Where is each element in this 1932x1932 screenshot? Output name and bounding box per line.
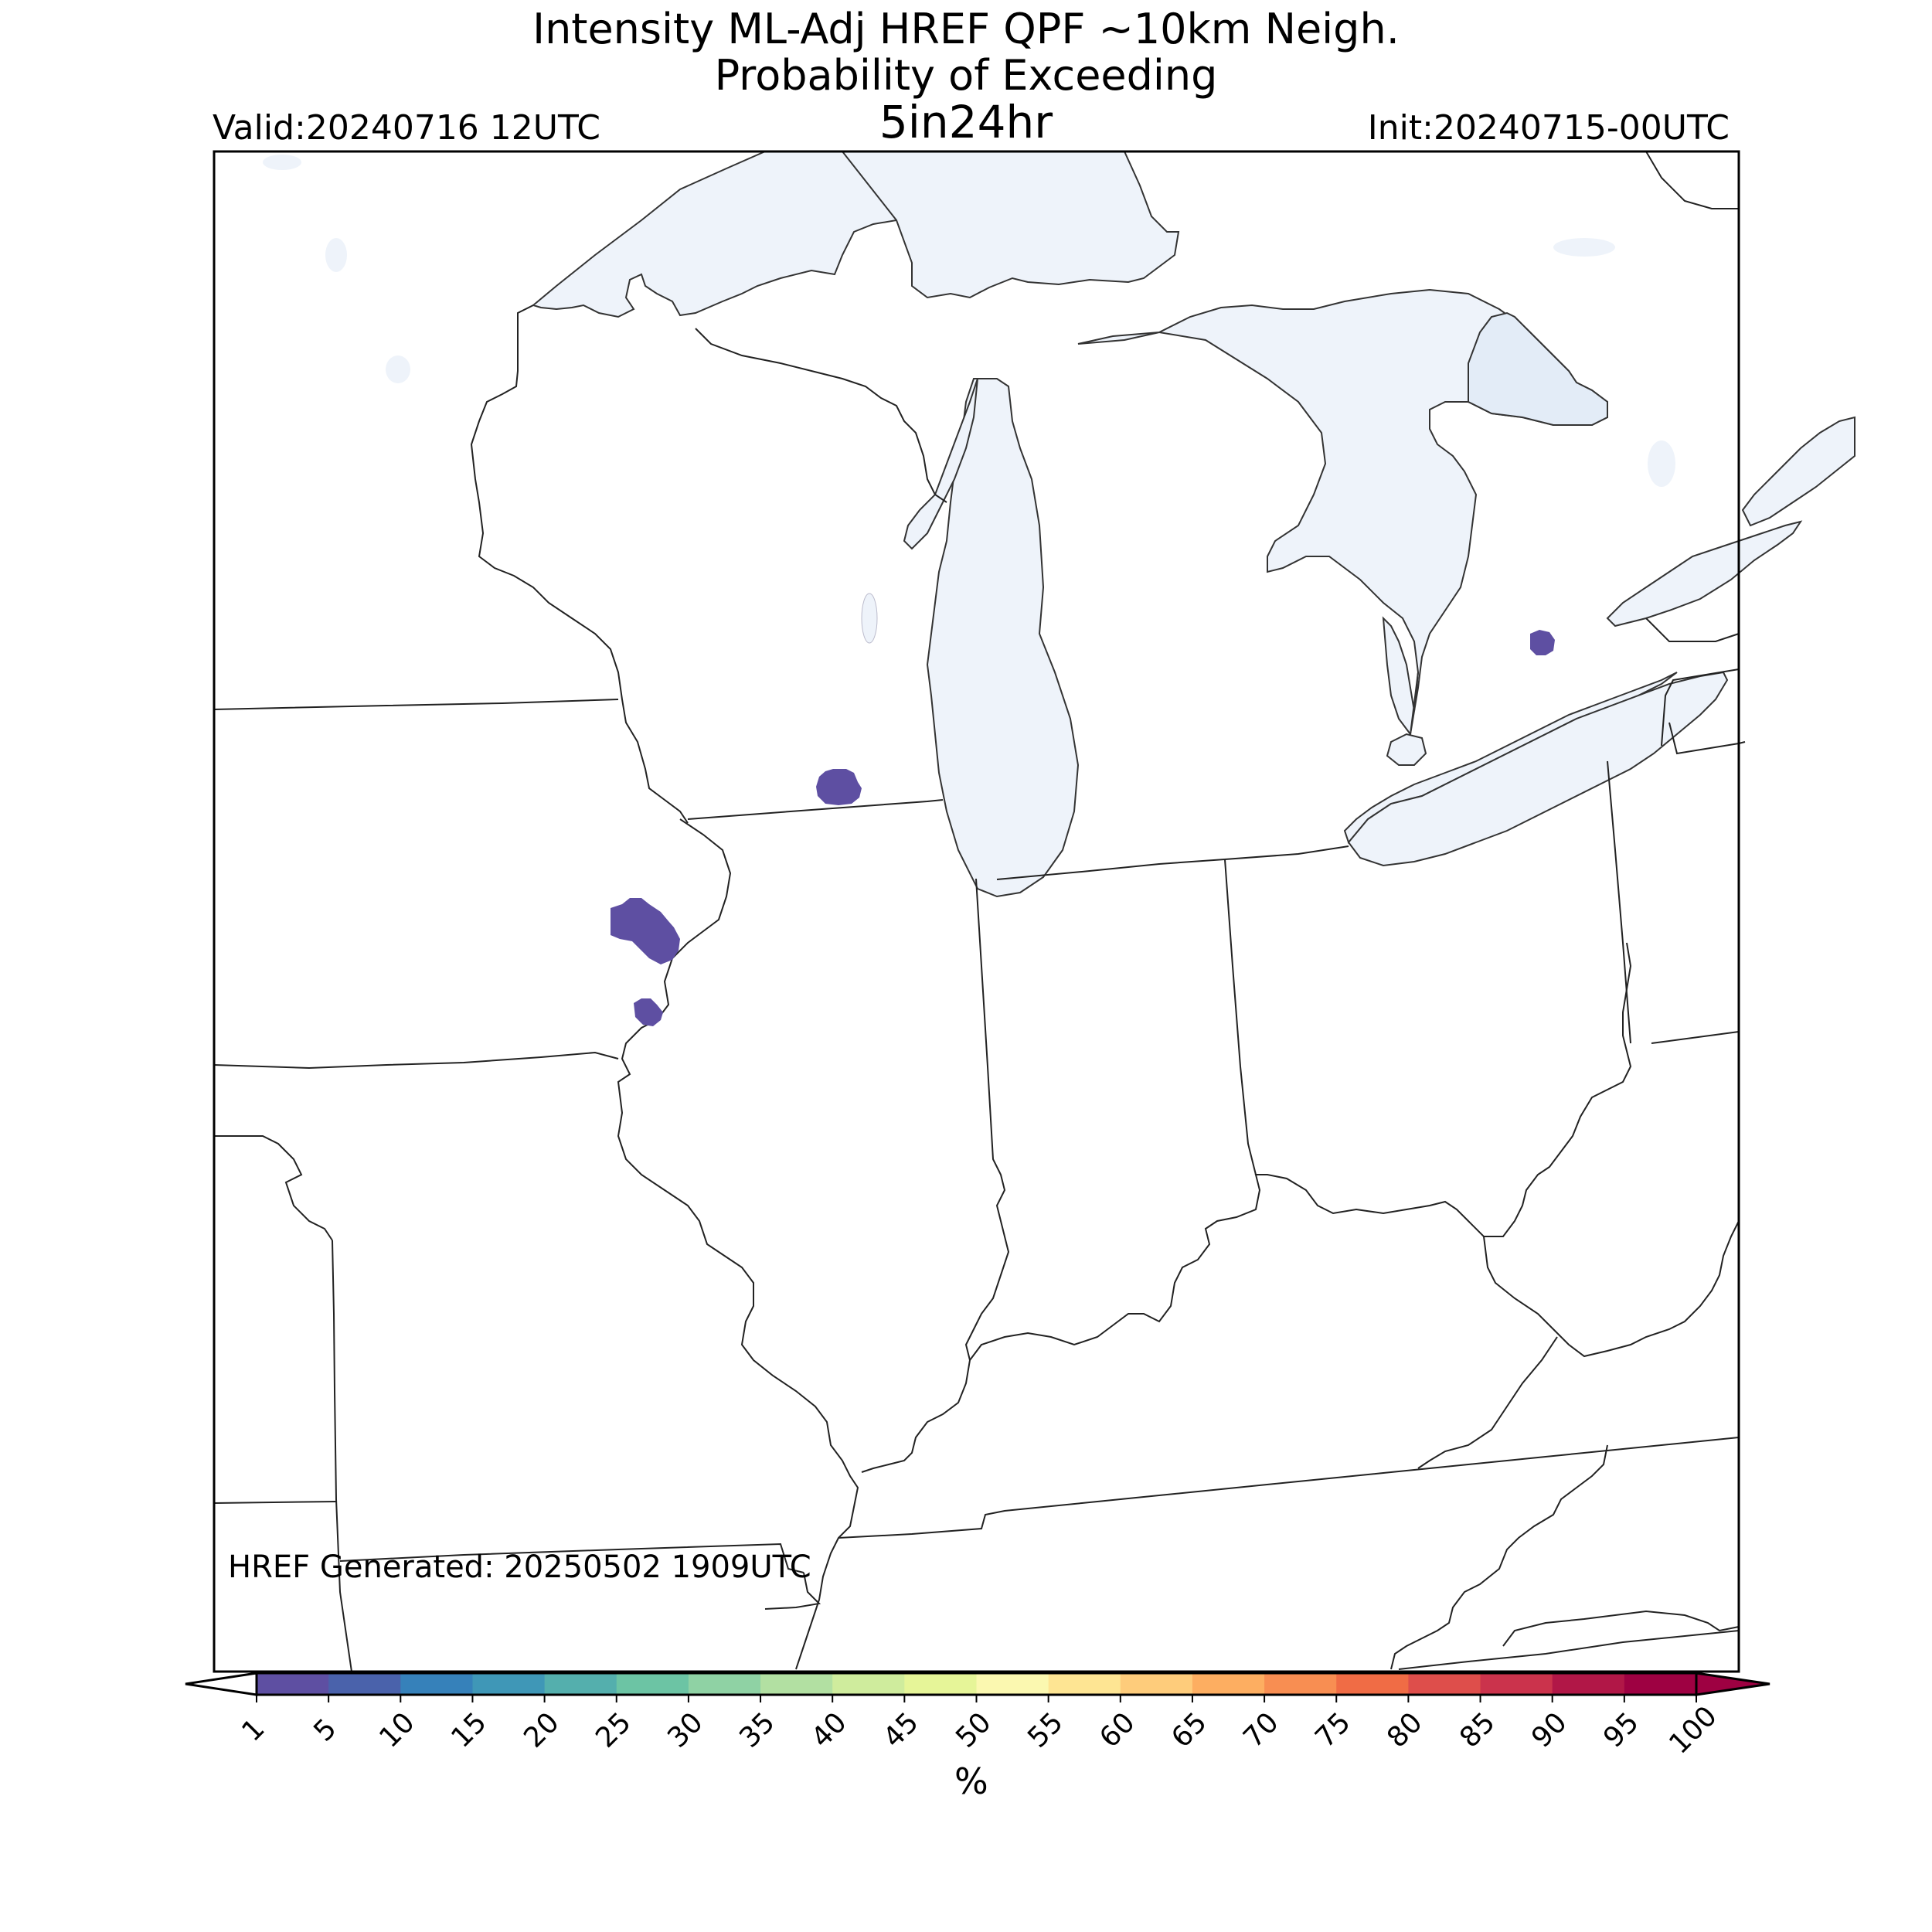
probability-area-iowa-south bbox=[634, 998, 663, 1026]
lake-superior bbox=[531, 151, 913, 318]
probability-area-ontario bbox=[1530, 630, 1555, 655]
green-bay bbox=[903, 378, 978, 550]
valid-time: Valid:20240716 12UTC bbox=[213, 108, 601, 148]
ohio-pennsylvania-border bbox=[1607, 760, 1631, 1044]
colorbar-bin bbox=[616, 1673, 689, 1695]
lake-winnebago bbox=[861, 593, 878, 644]
colorbar-bin bbox=[1624, 1673, 1697, 1695]
lake-superior-east bbox=[840, 151, 1180, 299]
small-lake bbox=[1648, 440, 1675, 487]
missouri-arkansas-border bbox=[339, 1543, 804, 1573]
west-virginia-border bbox=[1483, 1220, 1740, 1358]
init-time: Init:20240715-00UTC bbox=[1367, 108, 1730, 148]
ontario-east-coast bbox=[1645, 617, 1740, 642]
lake-st-clair bbox=[1386, 733, 1427, 766]
probability-area-wisconsin bbox=[816, 769, 862, 805]
georgian-bay bbox=[1468, 311, 1608, 426]
colorbar-bin bbox=[688, 1673, 761, 1695]
lake-ontario bbox=[1606, 520, 1803, 628]
colorbar-bin bbox=[1408, 1673, 1481, 1695]
small-lake bbox=[386, 355, 410, 383]
michigan-ohio-border bbox=[1224, 845, 1349, 860]
small-lake bbox=[1553, 238, 1615, 257]
pennsylvania-south-border bbox=[1651, 1031, 1740, 1044]
colorbar-bin bbox=[472, 1673, 546, 1695]
colorbar-under-extension bbox=[185, 1672, 258, 1696]
kansas-oklahoma-border bbox=[213, 1501, 337, 1504]
lake-ontario-east bbox=[1741, 416, 1855, 527]
map-title: Intensity ML-Adj HREF QPF ~10km Neigh. bbox=[532, 5, 1400, 53]
state-borders bbox=[213, 151, 1746, 1672]
colorbar-unit-label: % bbox=[954, 1760, 988, 1802]
colorbar-bin bbox=[1336, 1673, 1409, 1695]
map-frame bbox=[213, 150, 1740, 1673]
indiana-ohio-border bbox=[1224, 859, 1257, 1175]
small-lake bbox=[325, 238, 347, 272]
nebraska-kansas-line bbox=[214, 1135, 333, 1241]
colorbar-over-extension bbox=[1695, 1672, 1770, 1696]
colorbar-bin bbox=[904, 1673, 977, 1695]
ontario-quebec-border bbox=[1661, 668, 1740, 747]
kentucky-virginia-border bbox=[1417, 1336, 1558, 1469]
lakes-layer bbox=[263, 151, 1855, 898]
pennsylvania-ny-border bbox=[1668, 722, 1746, 755]
saginaw-bay-huron-south bbox=[1382, 616, 1419, 736]
lake-erie-body bbox=[1347, 671, 1729, 867]
small-lake bbox=[263, 155, 301, 170]
colorbar-bin bbox=[328, 1673, 401, 1695]
nc-east bbox=[1502, 1610, 1740, 1647]
colorbar-bin bbox=[1552, 1673, 1625, 1695]
probability-areas bbox=[611, 630, 1555, 1026]
minnesota-canada-shore bbox=[1645, 151, 1739, 209]
wisconsin-border bbox=[470, 304, 689, 824]
indiana-michigan-border bbox=[996, 859, 1226, 880]
colorbar-bin bbox=[832, 1673, 905, 1695]
tennessee-nc-border bbox=[1390, 1444, 1608, 1670]
probability-area-iowa-north bbox=[611, 898, 680, 964]
colorbar-bin bbox=[1048, 1673, 1121, 1695]
colorbar-bin bbox=[1192, 1673, 1265, 1695]
colorbar-bin bbox=[1480, 1673, 1553, 1695]
lake-michigan bbox=[926, 378, 1080, 898]
generated-timestamp: HREF Generated: 20250502 1909UTC bbox=[228, 1549, 811, 1585]
colorbar-bin bbox=[400, 1673, 473, 1695]
colorbar-bin bbox=[1120, 1673, 1193, 1695]
missouri-kansas-border bbox=[332, 1240, 352, 1672]
colorbar-bin bbox=[544, 1673, 617, 1695]
colorbar-bin bbox=[760, 1673, 833, 1695]
threshold-label: 5in24hr bbox=[879, 96, 1053, 148]
wisconsin-east-border bbox=[695, 328, 947, 503]
map-subtitle: Probability of Exceeding bbox=[714, 51, 1218, 100]
illinois-indiana-border bbox=[861, 878, 1010, 1473]
wisconsin-illinois-border bbox=[687, 799, 944, 820]
bootheel bbox=[764, 1572, 821, 1610]
iowa-missouri-border bbox=[213, 1051, 619, 1070]
colorbar-bin bbox=[976, 1673, 1049, 1695]
colorbar-bin bbox=[1264, 1673, 1337, 1695]
iowa-minnesota-border bbox=[213, 699, 619, 710]
virginia-nc-border bbox=[1398, 1630, 1740, 1670]
ohio-river-border bbox=[969, 942, 1632, 1361]
colorbar-bin bbox=[257, 1673, 329, 1695]
colorbar bbox=[185, 1672, 1770, 1702]
kentucky-tennessee-border bbox=[838, 1437, 1740, 1539]
